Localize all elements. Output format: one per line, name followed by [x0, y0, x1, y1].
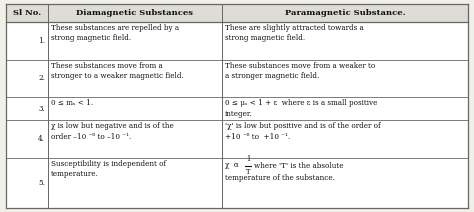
Text: temperature of the substance.: temperature of the substance.	[225, 174, 335, 182]
Text: χ  α: χ α	[225, 161, 239, 169]
Text: Susceptibility is independent of
temperature.: Susceptibility is independent of tempera…	[51, 160, 166, 178]
Text: 4.: 4.	[38, 135, 45, 143]
Text: 0 ≤ mₛ < 1.: 0 ≤ mₛ < 1.	[51, 99, 93, 107]
Text: T: T	[246, 168, 250, 176]
Text: These are slightly attracted towards a
strong magnetic field.: These are slightly attracted towards a s…	[225, 24, 364, 42]
Text: where 'T' is the absolute: where 'T' is the absolute	[254, 162, 344, 170]
Text: These substances move from a
stronger to a weaker magnetic field.: These substances move from a stronger to…	[51, 62, 184, 80]
Text: These substances are repelled by a
strong magnetic field.: These substances are repelled by a stron…	[51, 24, 179, 42]
Text: 1: 1	[246, 155, 250, 163]
Text: 1.: 1.	[38, 37, 45, 45]
Text: 'χ' is low but positive and is of the order of
+10 ⁻⁶ to  +10 ⁻¹.: 'χ' is low but positive and is of the or…	[225, 122, 381, 141]
Text: Diamagnetic Substances: Diamagnetic Substances	[76, 9, 193, 17]
Text: 2.: 2.	[38, 74, 45, 82]
Text: Sl No.: Sl No.	[13, 9, 41, 17]
Text: Paramagnetic Substance.: Paramagnetic Substance.	[285, 9, 405, 17]
Text: 5.: 5.	[38, 179, 45, 187]
Text: χ is low but negative and is of the
order –10 ⁻⁶ to –10 ⁻¹.: χ is low but negative and is of the orde…	[51, 122, 174, 141]
Text: 3.: 3.	[38, 105, 45, 113]
Text: 0 ≤ μₛ < 1 + ε  where ε is a small positive
integer.: 0 ≤ μₛ < 1 + ε where ε is a small positi…	[225, 99, 377, 118]
Bar	[6, 4, 468, 22]
Text: These substances move from a weaker to
a stronger magnetic field.: These substances move from a weaker to a…	[225, 62, 375, 80]
